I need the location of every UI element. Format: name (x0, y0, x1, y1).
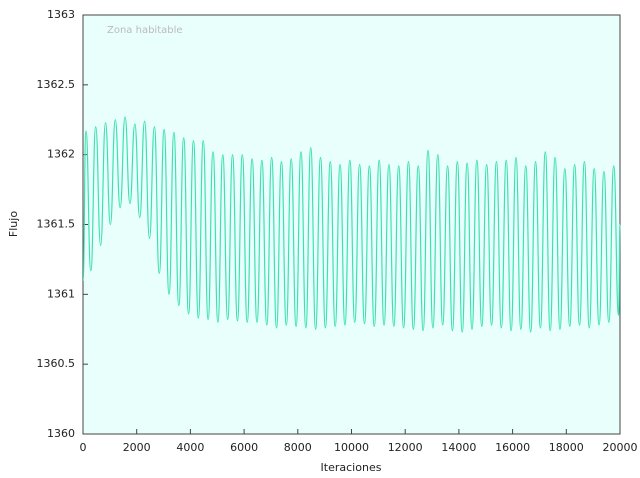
y-axis-label: Flujo (7, 211, 20, 237)
line-series (82, 116, 621, 333)
annotation: Zona habitable (107, 25, 183, 36)
x-tick-label: 4000 (176, 441, 204, 454)
x-tick-label: 2000 (123, 441, 151, 454)
y-tick-label: 1361 (47, 287, 75, 300)
x-tick-label: 0 (80, 441, 87, 454)
x-tick-label: 12000 (388, 441, 423, 454)
x-tick-label: 8000 (284, 441, 312, 454)
x-tick-label: 18000 (549, 441, 584, 454)
x-tick-label: 14000 (441, 441, 476, 454)
y-tick-label: 1363 (47, 8, 75, 21)
y-tick-label: 1362 (47, 148, 75, 161)
y-tick-label: 1361.5 (37, 218, 76, 231)
x-tick-label: 16000 (495, 441, 530, 454)
y-tick-label: 1360.5 (37, 357, 76, 370)
y-tick-label: 1360 (47, 427, 75, 440)
y-tick-label: 1362.5 (37, 78, 76, 91)
x-axis-label: Iteraciones (321, 461, 382, 474)
x-tick-label: 6000 (230, 441, 258, 454)
x-tick-label: 10000 (334, 441, 369, 454)
x-tick-label: 20000 (603, 441, 638, 454)
